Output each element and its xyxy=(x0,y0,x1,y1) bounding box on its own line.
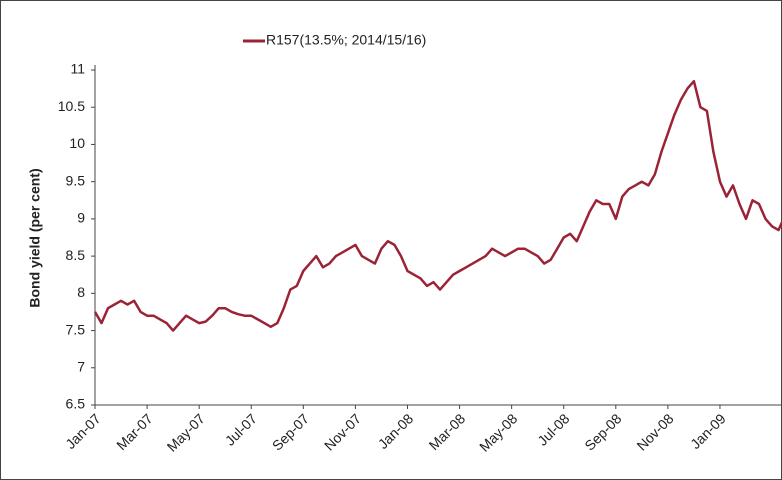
y-axis-label: Bond yield (per cent) xyxy=(27,168,43,307)
y-tick-label: 6.5 xyxy=(66,396,86,412)
y-tick-label: 9 xyxy=(77,210,85,226)
series-line xyxy=(93,79,782,332)
y-tick-label: 10.5 xyxy=(58,98,85,114)
legend-label: R157(13.5%; 2014/15/16) xyxy=(266,32,426,48)
y-tick-label: 11 xyxy=(70,61,85,77)
y-tick-label: 8 xyxy=(77,284,85,300)
y-tick-label: 8.5 xyxy=(66,247,86,263)
y-tick-label: 7 xyxy=(77,358,85,374)
y-tick-label: 10 xyxy=(69,135,85,151)
y-tick-label: 7.5 xyxy=(66,321,86,337)
y-tick-label: 9.5 xyxy=(66,172,86,188)
